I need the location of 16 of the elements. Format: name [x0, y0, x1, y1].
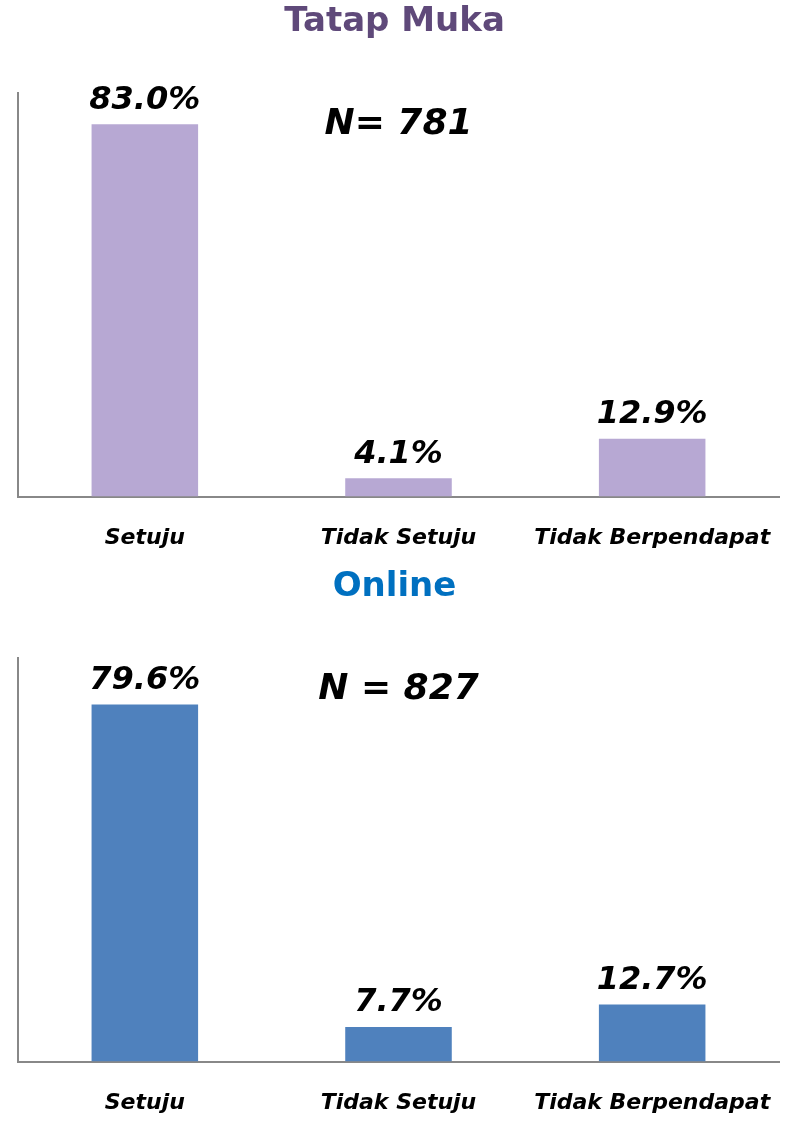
data-label: 79.6% [89, 658, 201, 697]
x-tick-label: Tidak Setuju [320, 523, 477, 549]
annotation: N = 827 [318, 666, 479, 708]
annotation: N= 781 [324, 101, 473, 143]
x-tick-label: Setuju [104, 523, 185, 549]
data-label: 4.1% [353, 432, 443, 471]
x-tick-label: Tidak Berpendapat [534, 1088, 772, 1114]
data-label: 83.0% [89, 78, 201, 117]
data-label: 7.7% [354, 981, 443, 1020]
chart-title: Tatap Muka [284, 0, 505, 40]
data-label: 12.7% [596, 958, 708, 997]
x-tick-label: Tidak Berpendapat [534, 523, 772, 549]
x-tick-label: Tidak Setuju [320, 1088, 477, 1114]
x-tick-label: Setuju [104, 1088, 185, 1114]
chart-title: Online [332, 564, 457, 605]
data-label: 12.9% [596, 393, 708, 432]
